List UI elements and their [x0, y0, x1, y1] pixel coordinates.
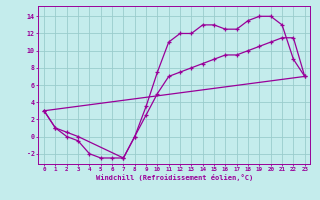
X-axis label: Windchill (Refroidissement éolien,°C): Windchill (Refroidissement éolien,°C)	[96, 174, 253, 181]
